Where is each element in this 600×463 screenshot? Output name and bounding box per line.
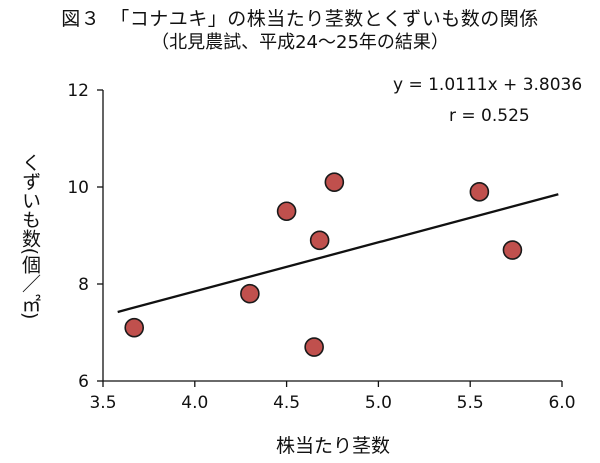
x-tick-label: 5.5: [457, 393, 484, 413]
points-group: [124, 172, 523, 357]
y-axis-label: くずいも数(個／㎡): [19, 153, 41, 320]
data-point: [324, 172, 345, 192]
data-point: [469, 182, 490, 202]
x-axis-label: 株当たり茎数: [276, 435, 390, 457]
y-tick-label: 12: [67, 81, 89, 101]
data-point: [240, 283, 260, 304]
data-point: [276, 201, 297, 222]
chart-subtitle: （北見農試、平成24～25年の結果）: [151, 32, 449, 53]
y-tick-label: 10: [67, 178, 89, 198]
x-tick-label: 4.0: [181, 393, 208, 413]
chart-title: 図３ 「コナユキ」の株当たり茎数とくずいも数の関係: [61, 8, 539, 30]
x-tick-label: 5.0: [365, 393, 392, 413]
trendline: [117, 193, 559, 314]
trendline-group: [117, 193, 559, 314]
x-tick-label: 4.5: [273, 393, 300, 413]
correlation-label: r = 0.525: [449, 106, 530, 126]
data-point: [124, 317, 145, 338]
data-point: [304, 337, 324, 357]
x-tick-label: 3.5: [89, 393, 116, 413]
data-point: [309, 230, 330, 251]
data-point: [502, 240, 523, 260]
axes: [97, 89, 563, 387]
tick-labels: 6 8 10 12 3.5 4.0 4.5 5.0 5.5 6.0: [67, 81, 575, 413]
y-tick-label: 6: [78, 372, 89, 392]
regression-equation: y = 1.0111x + 3.8036: [393, 75, 582, 95]
x-tick-label: 6.0: [548, 393, 575, 413]
y-tick-label: 8: [78, 275, 89, 295]
